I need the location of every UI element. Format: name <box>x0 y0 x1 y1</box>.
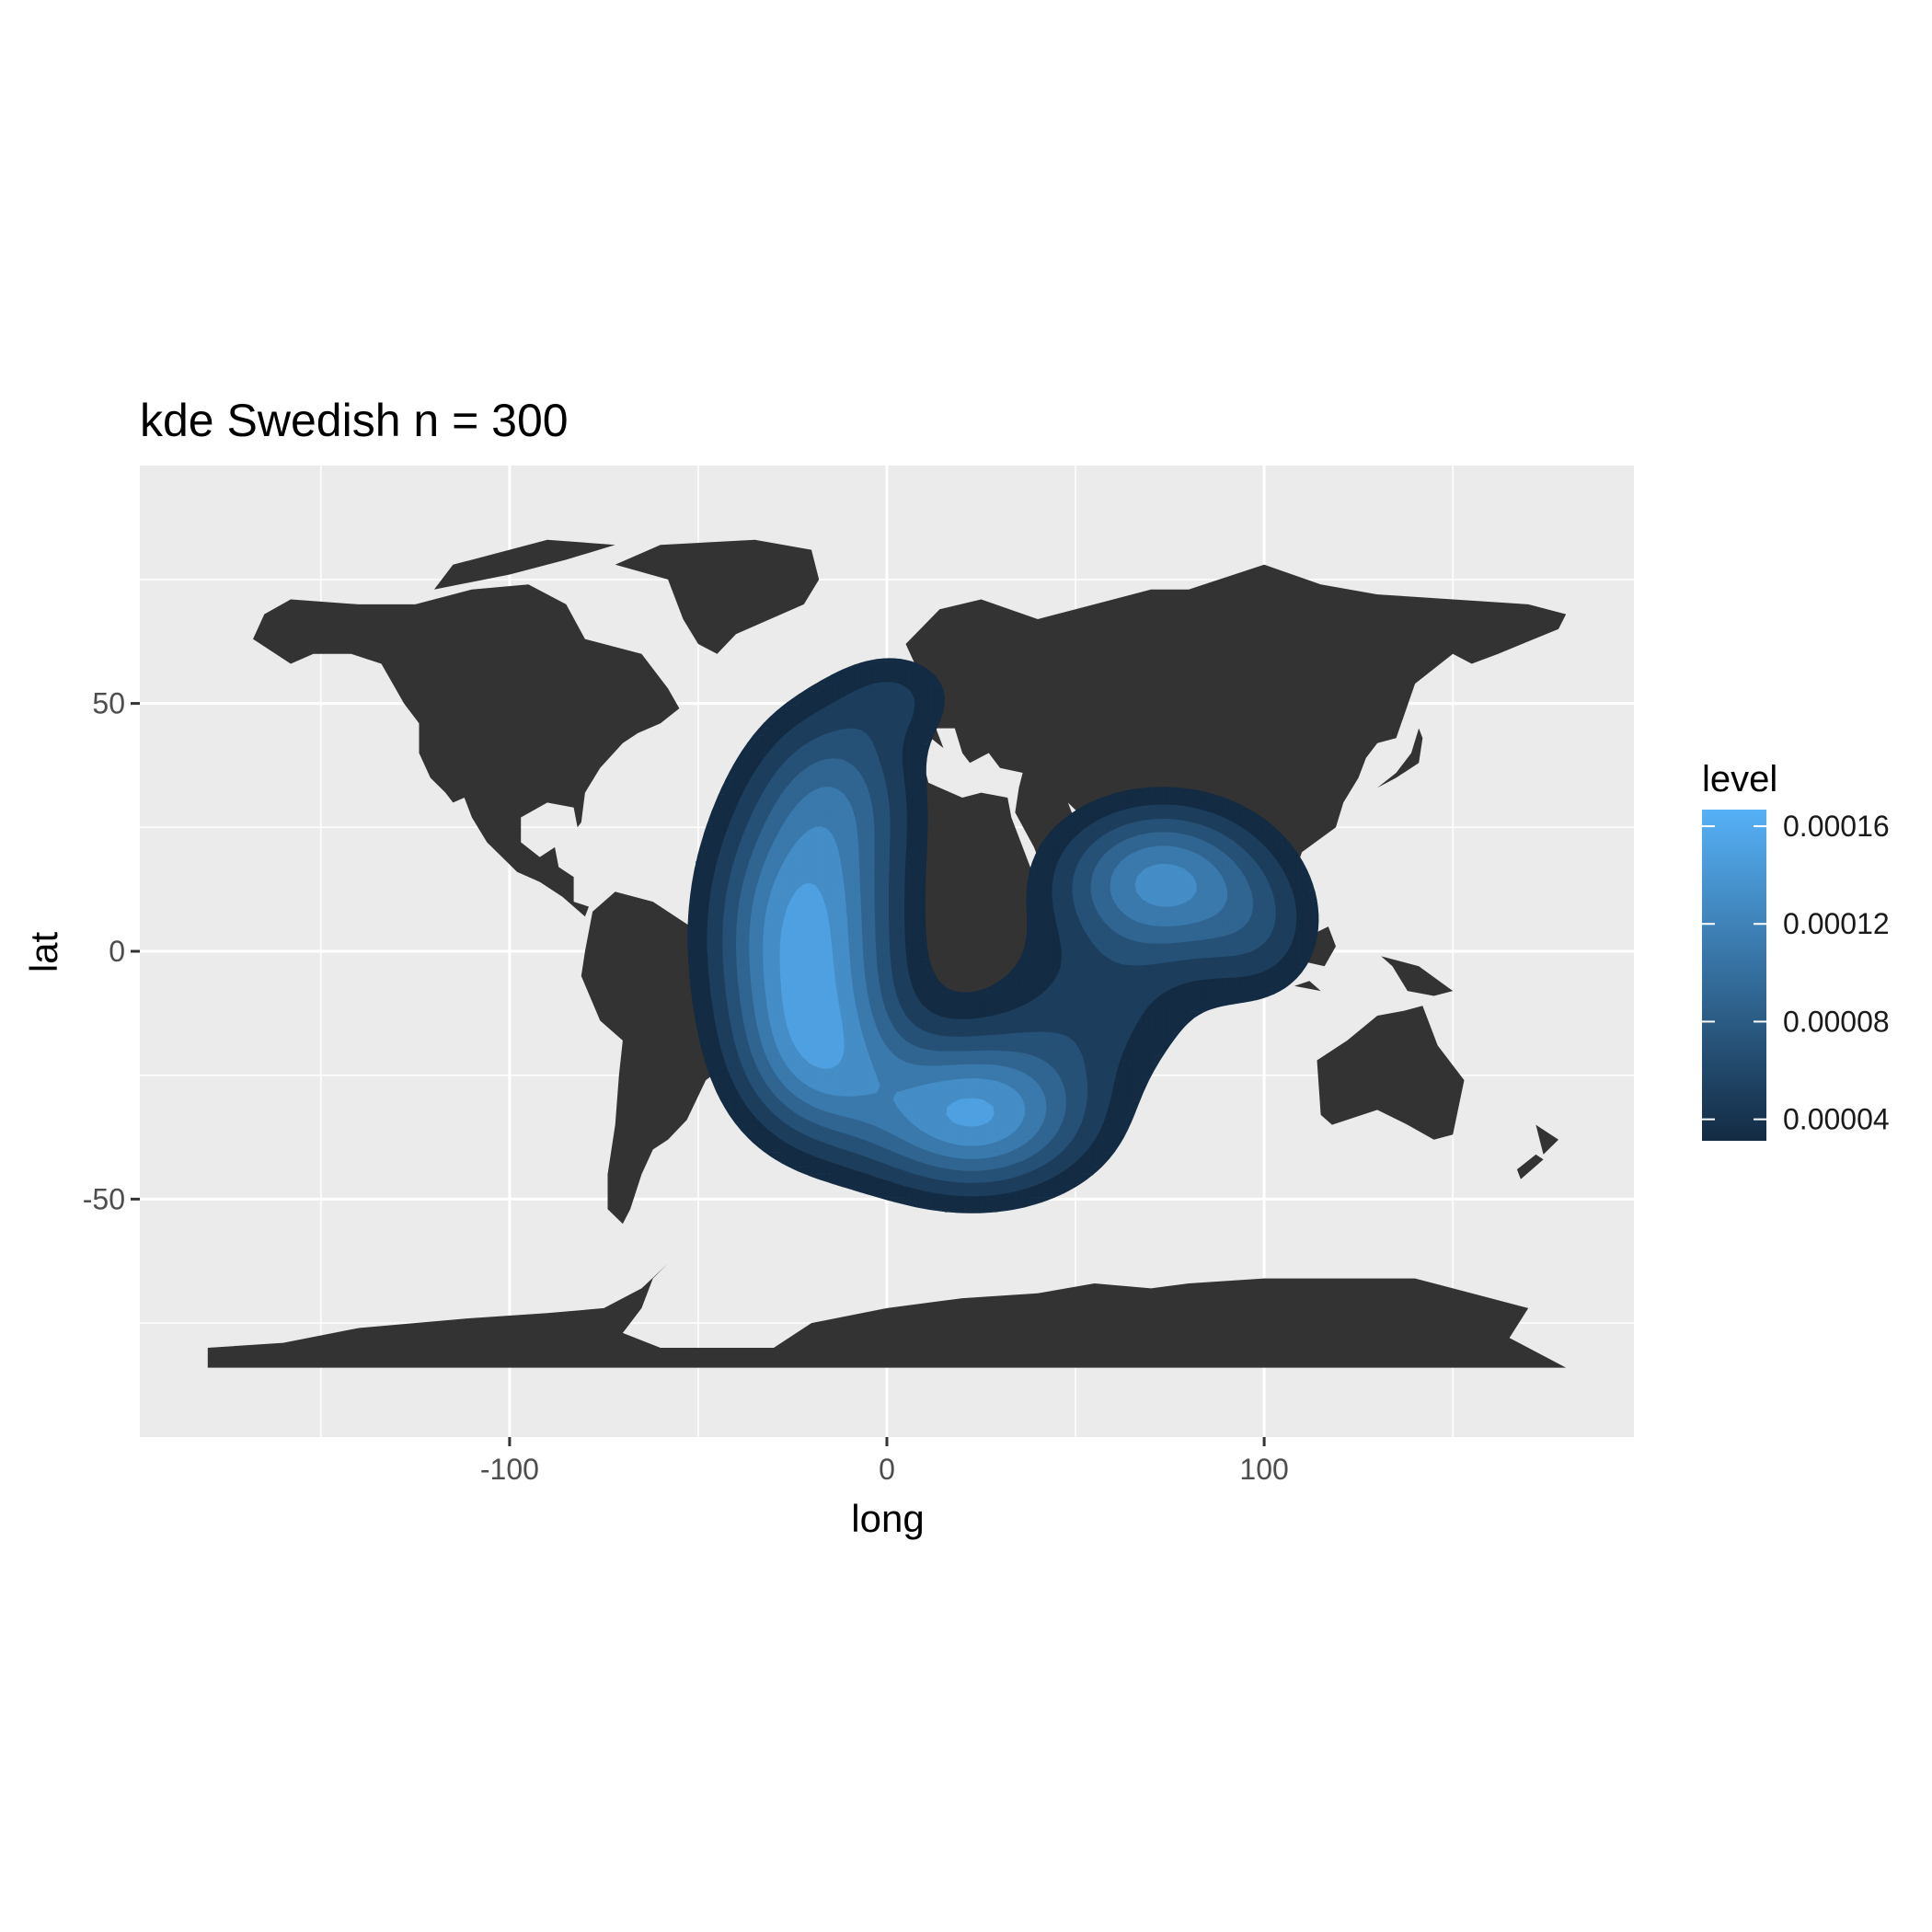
kde-density-contours <box>687 658 1319 1213</box>
legend-label: 0.00016 <box>1783 810 1890 843</box>
land-north-america <box>253 584 680 917</box>
legend: level 0.00016 0.00012 0.00008 0.00004 <box>1702 759 1890 1141</box>
land-new-zealand <box>1516 1124 1558 1179</box>
land-arctic-islands <box>433 539 615 590</box>
land-australia <box>1317 1006 1465 1140</box>
legend-title: level <box>1702 759 1777 799</box>
x-tick-label: 0 <box>879 1453 895 1486</box>
legend-label: 0.00004 <box>1783 1103 1890 1136</box>
legend-label: 0.00012 <box>1783 907 1890 940</box>
y-axis-title: lat <box>22 931 65 972</box>
land-indonesia <box>1245 926 1454 996</box>
y-tick-label: 0 <box>109 935 125 968</box>
y-tick-label: 50 <box>92 687 125 720</box>
kde-contour-band <box>779 882 995 1127</box>
y-axis-ticks: -50 0 50 <box>83 687 140 1215</box>
land-antarctica <box>207 1263 1567 1368</box>
legend-label: 0.00008 <box>1783 1005 1890 1038</box>
x-tick-label: 100 <box>1239 1453 1288 1486</box>
chart-title: kde Swedish n = 300 <box>140 395 569 446</box>
land-eurasia <box>849 564 1567 942</box>
x-axis-ticks: -100 0 100 <box>480 1437 1289 1486</box>
legend-ticks: 0.00016 0.00012 0.00008 0.00004 <box>1702 810 1890 1136</box>
legend-colorbar <box>1702 810 1766 1141</box>
x-tick-label: -100 <box>480 1453 539 1486</box>
land-japan <box>1377 728 1423 788</box>
land-greenland <box>615 539 820 654</box>
x-axis-title: long <box>851 1497 924 1540</box>
y-tick-label: -50 <box>83 1182 125 1215</box>
